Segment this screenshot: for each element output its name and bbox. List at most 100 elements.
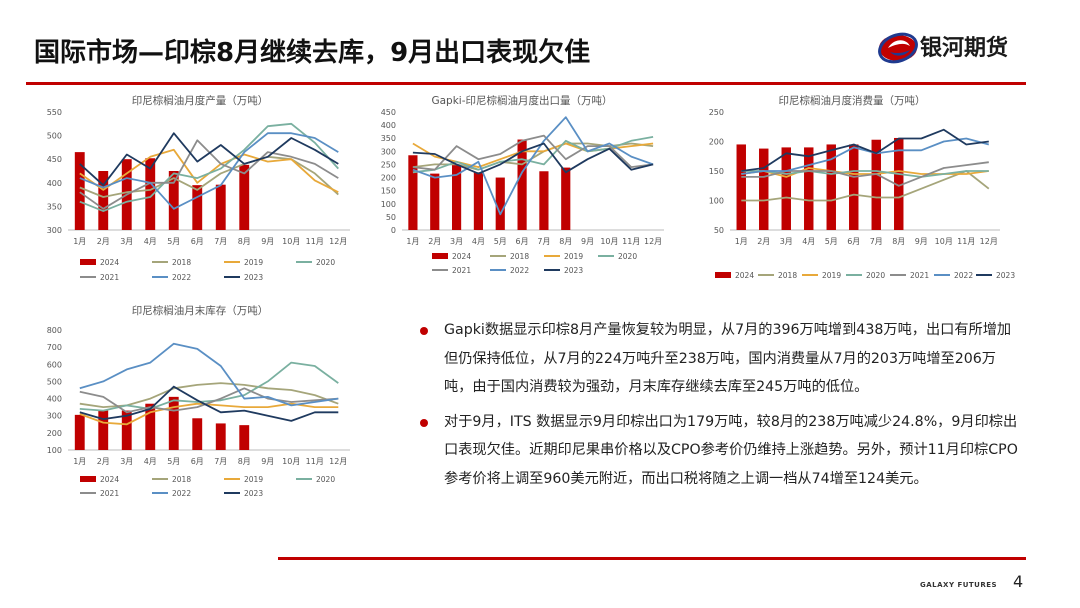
x-tick-label: 11月 (622, 237, 640, 246)
x-tick-label: 5月 (167, 457, 180, 466)
x-tick-label: 5月 (494, 237, 507, 246)
chart-svg: Gapki-印尼棕榈油月度出口量（万吨） 0 50 100 150 200 250 300 35… (381, 94, 664, 275)
bar-2024 (539, 171, 549, 230)
series-line-2020 (79, 361, 339, 412)
x-tick-label: 3月 (780, 237, 793, 246)
series-line-2019 (79, 148, 339, 194)
legend-swatch (80, 259, 96, 265)
bar-2024 (192, 185, 203, 230)
legend-label: 2024 (735, 271, 754, 280)
bar-2024 (517, 139, 527, 230)
x-tick-label: 7月 (214, 237, 227, 246)
y-tick-label: 200 (47, 429, 62, 438)
bar-2024 (408, 155, 418, 230)
x-tick-label: 10月 (600, 237, 618, 246)
x-tick-label: 1月 (735, 237, 748, 246)
legend-label: 2023 (244, 489, 263, 498)
galaxy-logo-icon (878, 32, 918, 64)
legend-label: 2019 (244, 475, 263, 484)
x-tick-label: 6月 (516, 237, 529, 246)
bar-2024 (168, 396, 179, 450)
y-tick-label: 500 (47, 377, 62, 386)
bar-2024 (239, 164, 250, 230)
y-tick-label: 400 (47, 395, 62, 404)
x-tick-label: 9月 (915, 237, 928, 246)
x-tick-label: 10月 (282, 237, 300, 246)
series-line-2021 (79, 139, 339, 210)
x-tick-label: 3月 (120, 457, 133, 466)
legend-label: 2022 (172, 273, 191, 282)
bullet-dot-icon (420, 327, 428, 335)
y-tick-label: 450 (47, 155, 62, 164)
bar-2024 (473, 172, 484, 230)
bar-2024 (826, 144, 836, 230)
x-tick-label: 1月 (73, 237, 86, 246)
y-tick-label: 300 (381, 147, 396, 156)
series-line-2020 (79, 122, 339, 212)
legend-label: 2018 (778, 271, 797, 280)
bar-2024 (736, 144, 746, 230)
x-tick-label: 5月 (825, 237, 838, 246)
y-tick-label: 500 (47, 132, 62, 141)
chart-svg: 印尼棕榈油月度消费量（万吨） 50 100 150 200 250 1月 2月 3月 4月 5月 6月… (709, 94, 1016, 280)
series-line-2018 (741, 170, 990, 202)
bar-2024 (561, 167, 571, 230)
page-title: 国际市场—印棕8月继续去库，9月出口表现欠佳 (34, 38, 591, 68)
bar-2024 (451, 164, 462, 230)
chart-title: 印尼棕榈油月度产量（万吨） (132, 94, 269, 107)
x-tick-label: 12月 (329, 237, 347, 246)
y-tick-label: 50 (714, 226, 724, 235)
legend-label: 2021 (100, 273, 119, 282)
bar-2024 (759, 148, 769, 230)
series-line-2023 (412, 142, 654, 175)
bar-2024 (894, 137, 904, 230)
legend-label: 2024 (100, 258, 119, 267)
y-tick-label: 250 (381, 160, 396, 169)
x-tick-label: 10月 (935, 237, 953, 246)
chart-title: 印尼棕榈油月末库存（万吨） (132, 304, 269, 317)
x-tick-label: 4月 (144, 237, 157, 246)
y-tick-label: 350 (381, 134, 396, 143)
y-tick-label: 550 (47, 108, 62, 117)
bar-2024 (168, 171, 179, 230)
chart-title: 印尼棕榈油月度消费量（万吨） (779, 94, 926, 107)
x-tick-label: 10月 (282, 457, 300, 466)
y-tick-label: 200 (381, 174, 396, 183)
y-tick-label: 100 (709, 197, 724, 206)
page-number: 4 (1013, 572, 1024, 591)
footer-brand: GALAXY FUTURES (920, 581, 998, 589)
series-line-2022 (412, 116, 654, 216)
x-tick-label: 2月 (757, 237, 770, 246)
legend-swatch (432, 253, 448, 259)
x-tick-label: 11月 (306, 457, 324, 466)
y-tick-label: 0 (391, 226, 396, 235)
y-tick-label: 50 (386, 213, 396, 222)
y-tick-label: 100 (381, 200, 396, 209)
x-tick-label: 9月 (261, 237, 274, 246)
series-line-2023 (79, 132, 339, 187)
bullet-dot-icon (420, 418, 428, 427)
bar-2024 (192, 418, 203, 450)
x-tick-label: 8月 (238, 457, 251, 466)
y-tick-label: 250 (709, 108, 724, 117)
legend-label: 2024 (100, 475, 119, 484)
commentary-text: 对于9月，ITS 数据显示9月印棕出口为179万吨，较8月的238万吨减少24.… (444, 413, 1018, 487)
x-tick-label: 4月 (144, 457, 157, 466)
legend-label: 2021 (452, 266, 471, 275)
x-tick-label: 11月 (306, 237, 324, 246)
x-tick-label: 6月 (847, 237, 860, 246)
legend-label: 2018 (510, 252, 529, 261)
legend-label: 2023 (996, 271, 1015, 280)
commentary-text: Gapki数据显示印棕8月产量恢复较为明显，从7月的396万吨增到438万吨，出… (444, 322, 1012, 395)
series-line-2021 (741, 161, 989, 187)
legend-label: 2020 (618, 252, 637, 261)
x-tick-label: 1月 (406, 237, 419, 246)
bar-2024 (121, 410, 132, 450)
bar-2024 (215, 184, 226, 230)
bar-2024 (781, 147, 791, 230)
bar-2024 (495, 177, 505, 230)
x-tick-label: 11月 (957, 237, 975, 246)
footer-rule (278, 557, 1026, 560)
bar-2024 (430, 173, 440, 230)
bar-2024 (145, 158, 156, 230)
